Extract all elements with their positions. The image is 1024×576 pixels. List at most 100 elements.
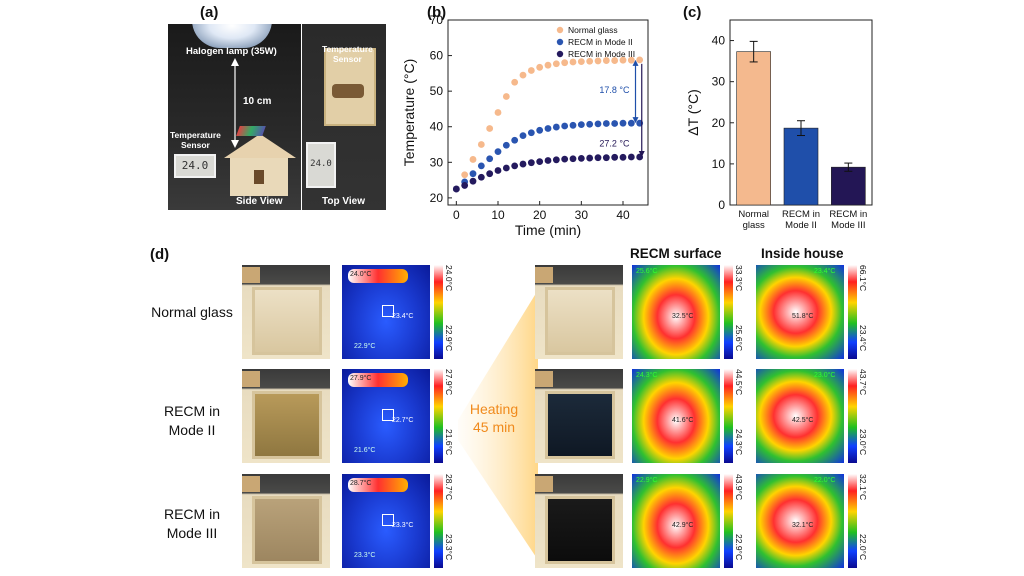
data-point — [586, 154, 594, 162]
bar — [783, 127, 819, 206]
colorbar-min-label: 23.0°C — [858, 429, 868, 456]
data-point — [536, 63, 544, 71]
row-label-mode-iii: RECM in Mode III — [163, 506, 220, 541]
temperature-display-top: 24.0 — [306, 142, 336, 188]
house-opening — [252, 496, 322, 564]
data-point — [561, 122, 569, 130]
panel-label-b: (b) — [427, 4, 447, 21]
sensor-block — [535, 371, 553, 387]
data-point — [494, 148, 502, 156]
hot-spot-label: 24.0°C — [350, 271, 372, 278]
surface-spot: 32.5°C — [672, 313, 694, 320]
sensor-block — [242, 267, 260, 283]
data-point — [552, 60, 560, 68]
arrow-head — [632, 117, 639, 124]
data-point — [544, 125, 552, 132]
plot-frame — [447, 19, 649, 206]
colorbar-max-label: 66.1°C — [858, 265, 868, 292]
colorbar-max-label: 44.5°C — [734, 369, 744, 396]
cross-temp-label: 22.7°C — [392, 417, 414, 424]
y-tick-label: 10 — [712, 157, 726, 171]
colorbar-max-label: 43.7°C — [858, 369, 868, 396]
data-point — [477, 162, 485, 170]
panel-a-top-view-photo: Temperature Sensor 24.0 Top View — [302, 24, 386, 210]
surface-tag: 22.9°C — [636, 477, 658, 484]
before-photo — [242, 474, 330, 568]
colorbar-min-label: 22.9°C — [734, 534, 744, 561]
colorbar — [724, 265, 733, 359]
data-point — [619, 56, 627, 64]
data-point — [577, 58, 585, 66]
colorbar — [724, 369, 733, 463]
x-axis-label: Time (min) — [515, 222, 581, 238]
x-tick-label: 10 — [491, 208, 505, 222]
data-point — [519, 160, 527, 168]
data-point — [602, 57, 610, 64]
low-spot-label: 21.6°C — [354, 447, 376, 454]
colorbar-min-label: 21.6°C — [444, 429, 454, 456]
lamp-label: Halogen lamp (35W) — [186, 46, 277, 57]
colorbar — [848, 369, 857, 463]
colorbar-max-label: 27.9°C — [444, 369, 454, 396]
data-point — [519, 132, 527, 140]
crosshair — [382, 514, 394, 526]
house-opening — [252, 287, 322, 355]
data-point — [544, 61, 552, 69]
crosshair — [382, 409, 394, 421]
sensor-block — [242, 371, 260, 387]
x-category-label: RECM in — [782, 209, 820, 220]
crosshair — [382, 305, 394, 317]
legend-entry: Normal glass — [568, 25, 618, 35]
sensor-label-top: Temperature Sensor — [322, 44, 373, 64]
x-category-label: Normal — [738, 209, 769, 220]
row-label-normal-glass: Normal glass — [151, 304, 233, 320]
colorbar — [724, 474, 733, 568]
inside-spot: 51.8°C — [792, 313, 814, 320]
panel-label-c: (c) — [683, 4, 702, 21]
colorbar-max-label: 28.7°C — [444, 474, 454, 501]
sensor-block — [535, 267, 553, 283]
hot-spot-label: 27.9°C — [350, 375, 372, 382]
data-point — [611, 153, 619, 161]
sensor-block — [535, 476, 553, 492]
y-tick-label: 20 — [712, 116, 726, 130]
inside-thermal: 22.0°C 32.1°C — [756, 474, 844, 568]
data-point — [502, 164, 510, 172]
data-point — [486, 125, 494, 132]
annotation-17-8: 17.8 °C — [599, 85, 630, 95]
surface-spot: 42.9°C — [672, 522, 694, 529]
data-point — [544, 157, 552, 164]
data-point — [602, 154, 610, 162]
hot-region — [348, 478, 408, 492]
colorbar-max-label: 33.3°C — [734, 265, 744, 292]
house-opening — [252, 391, 322, 459]
data-point — [502, 141, 510, 149]
y-tick-label: 0 — [718, 198, 725, 212]
y-tick-label: 40 — [712, 34, 726, 48]
data-point — [477, 173, 485, 181]
legend-entry: RECM in Mode III — [568, 49, 635, 59]
y-tick-label: 50 — [430, 84, 444, 98]
hot-region — [348, 269, 408, 283]
colorbar — [434, 474, 443, 568]
x-category-label: Mode II — [785, 220, 817, 231]
colorbar-max-label: 32.1°C — [858, 474, 868, 501]
sensor-block — [242, 476, 260, 492]
x-tick-label: 20 — [533, 208, 547, 222]
legend-marker — [556, 38, 564, 46]
colorbar-min-label: 25.6°C — [734, 325, 744, 352]
colorbar — [848, 265, 857, 359]
data-point — [452, 185, 460, 193]
y-tick-label: 30 — [712, 75, 726, 89]
surface-thermal: 25.6°C 32.5°C — [632, 265, 720, 359]
data-point — [511, 162, 519, 170]
data-point — [527, 67, 535, 74]
y-tick-label: 70 — [430, 13, 444, 27]
data-point — [594, 154, 602, 162]
colorbar — [434, 265, 443, 359]
hot-region — [348, 373, 408, 387]
y-tick-label: 20 — [430, 191, 444, 205]
surface-spot: 41.6°C — [672, 417, 694, 424]
data-point — [552, 123, 560, 131]
